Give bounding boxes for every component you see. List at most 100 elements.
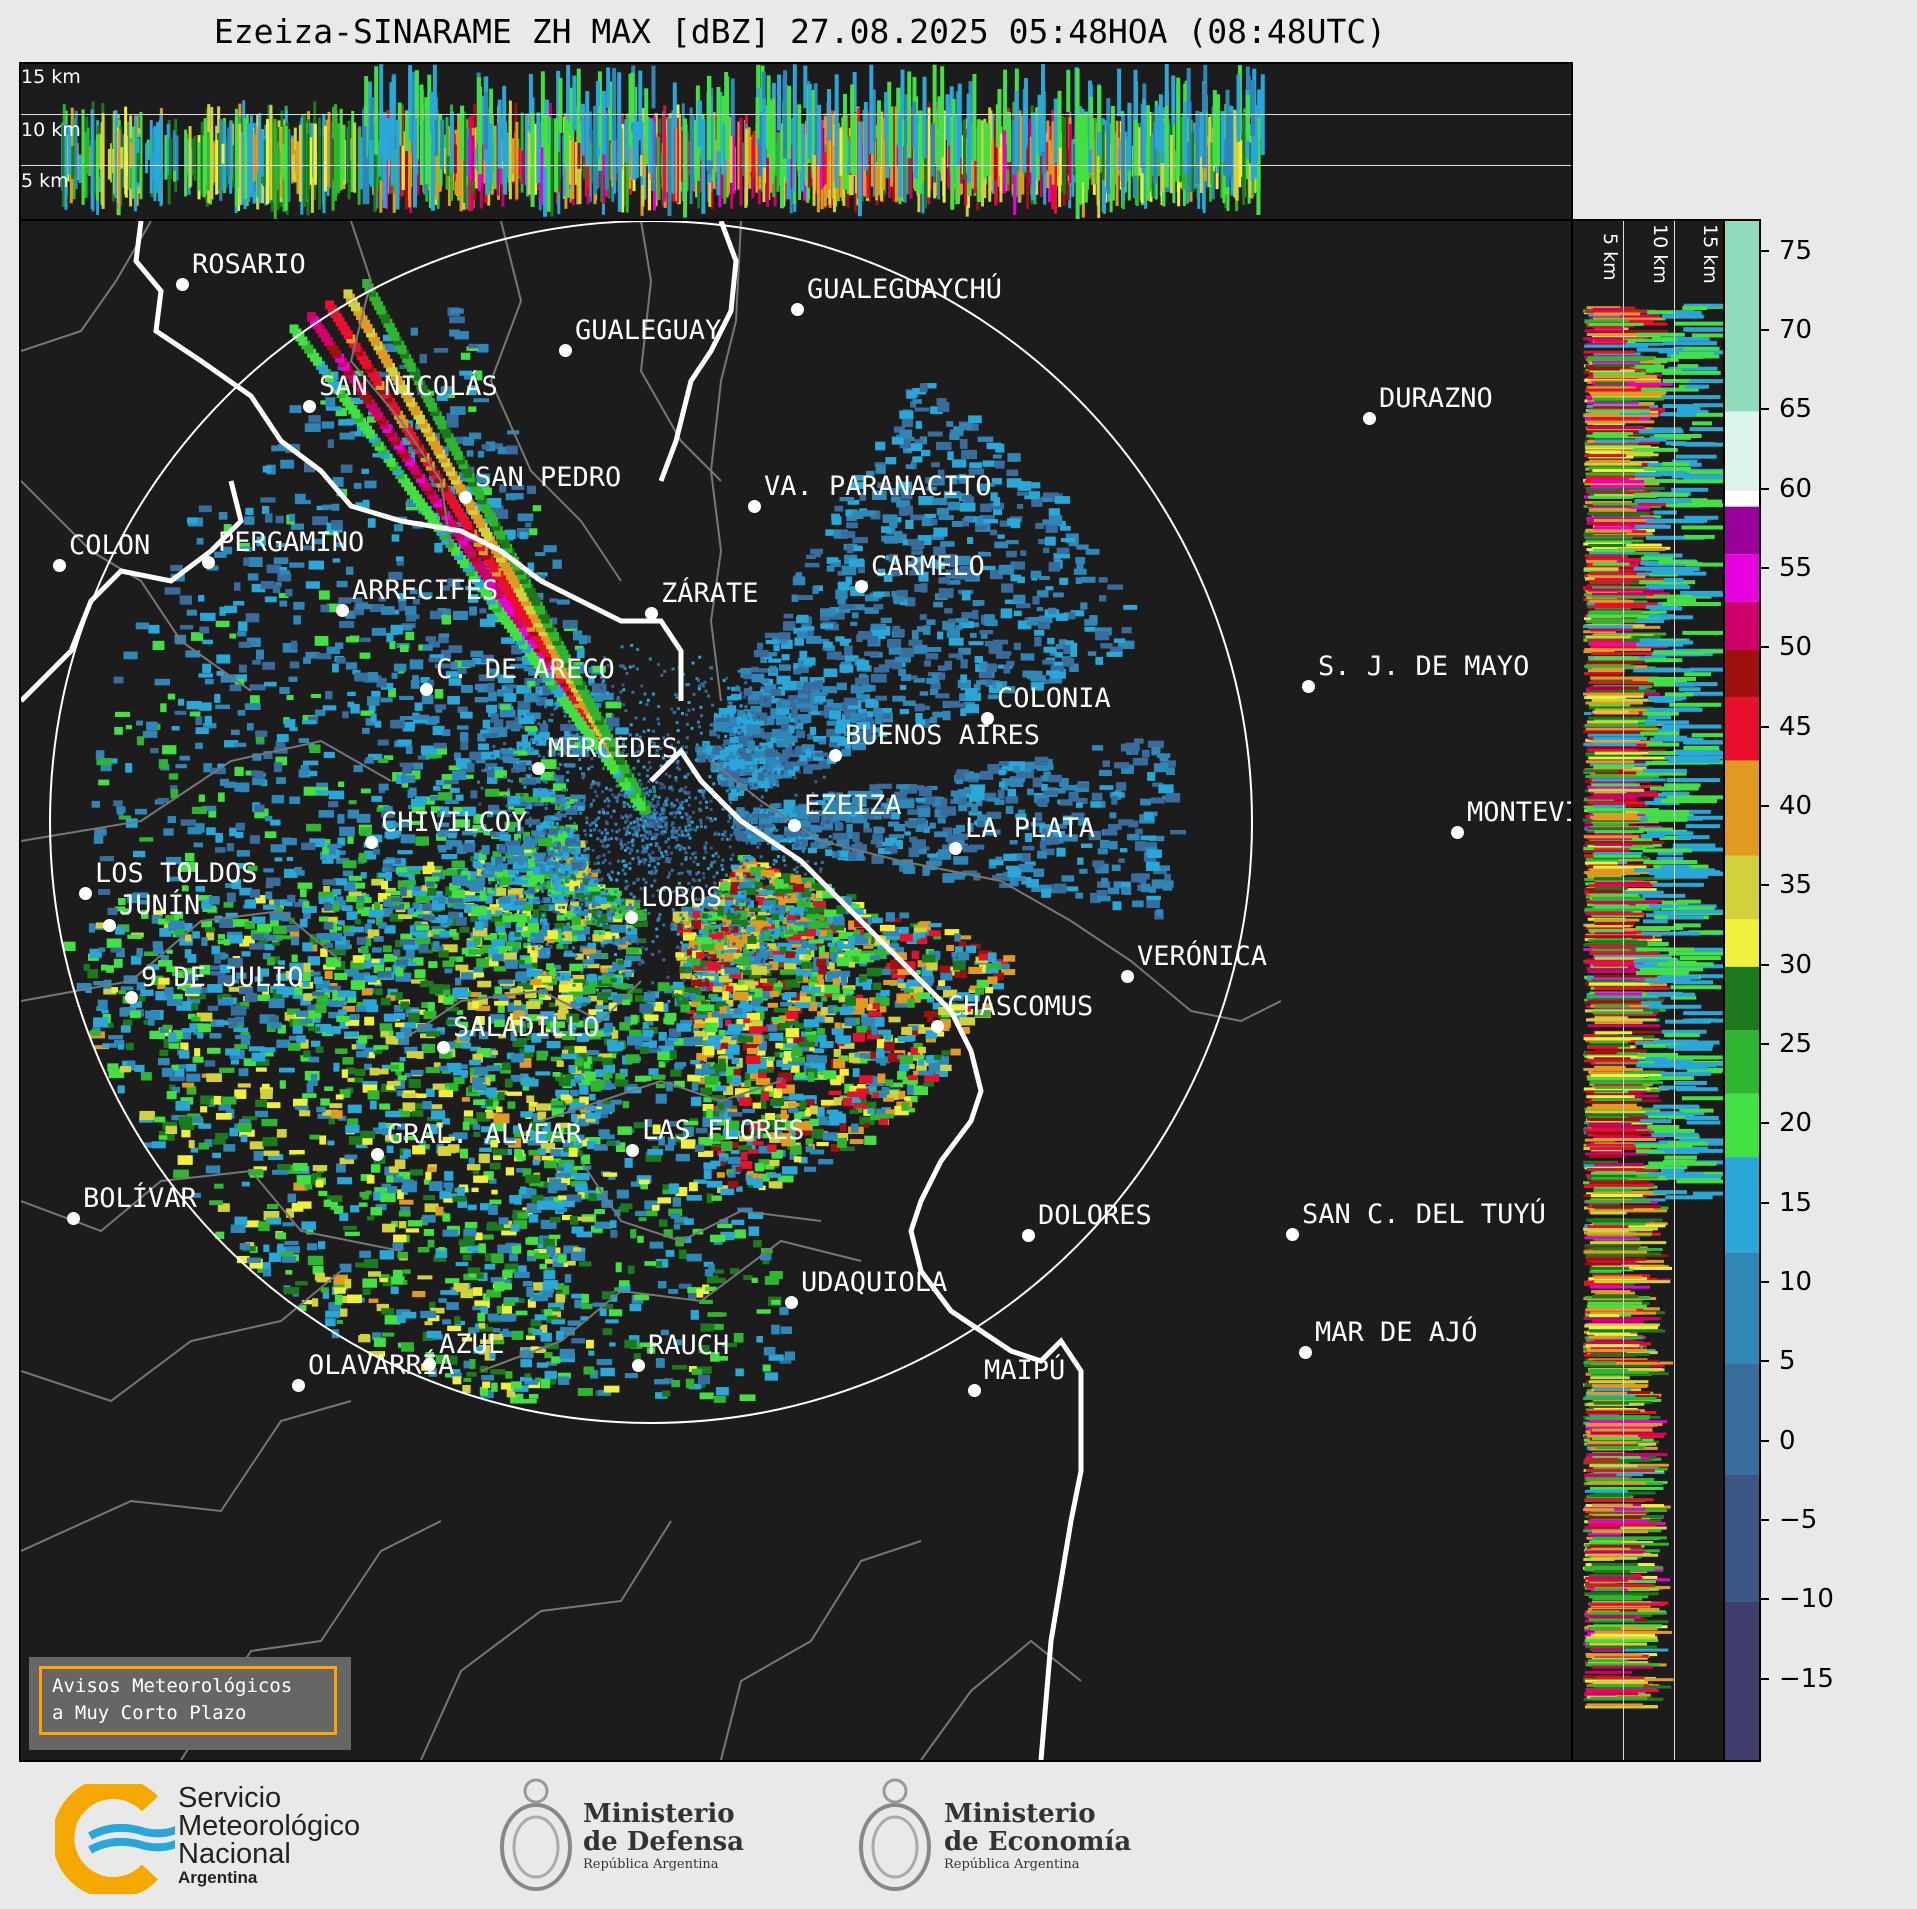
echo-cell bbox=[425, 1066, 440, 1074]
radar-map[interactable]: ROSARIO GUALEGUAYCHÚ GUALEGUAY SAN NICOLÁS D… bbox=[19, 219, 1573, 1762]
echo-cell bbox=[343, 1225, 357, 1231]
echo-cell bbox=[600, 897, 607, 904]
echo-cell bbox=[498, 933, 508, 943]
echo-cell bbox=[1031, 497, 1043, 507]
echo-cell bbox=[759, 766, 774, 776]
echo-cell bbox=[328, 1118, 336, 1125]
cross-section-cell bbox=[266, 119, 270, 205]
echo-cell bbox=[298, 1304, 307, 1312]
echo-cell bbox=[851, 743, 866, 751]
echo-cell bbox=[791, 594, 799, 603]
echo-cell bbox=[524, 989, 537, 999]
echo-cell bbox=[127, 1060, 136, 1070]
cross-section-cell bbox=[433, 97, 438, 156]
cross-section-cell bbox=[1235, 133, 1239, 201]
echo-cell bbox=[537, 975, 552, 983]
echo-cell bbox=[177, 1155, 193, 1165]
echo-cell bbox=[120, 1025, 131, 1033]
echo-cell bbox=[258, 1262, 271, 1272]
cross-section-cell bbox=[940, 66, 945, 157]
echo-cell bbox=[893, 426, 905, 433]
echo-cell bbox=[926, 860, 942, 866]
echo-cell bbox=[413, 931, 429, 937]
echo-cell bbox=[796, 703, 813, 708]
echo-cell bbox=[582, 959, 595, 965]
echo-cell bbox=[369, 1067, 380, 1076]
echo-cell bbox=[1113, 638, 1126, 643]
echo-cell bbox=[912, 456, 923, 463]
echo-cell bbox=[549, 1311, 562, 1318]
echo-cell bbox=[528, 1214, 539, 1223]
cross-section-cell bbox=[284, 125, 288, 211]
echo-cell bbox=[793, 748, 801, 758]
echo-cell bbox=[467, 1204, 477, 1211]
echo-cell bbox=[529, 1130, 542, 1141]
echo-cell bbox=[915, 713, 923, 722]
echo-cell bbox=[1038, 798, 1048, 807]
echo-cell bbox=[871, 490, 887, 501]
echo-cell bbox=[1045, 523, 1058, 533]
echo-cell bbox=[181, 1129, 191, 1138]
cross-section-cell bbox=[238, 123, 242, 206]
echo-cell bbox=[468, 949, 484, 955]
echo-cell bbox=[381, 1332, 395, 1337]
echo-cell bbox=[240, 1032, 250, 1037]
cross-section-cell bbox=[762, 98, 767, 168]
cross-section-cell bbox=[942, 125, 946, 197]
echo-cell bbox=[632, 921, 648, 927]
echo-cell bbox=[972, 609, 979, 620]
echo-cell bbox=[794, 719, 804, 730]
echo-cell bbox=[401, 890, 413, 898]
echo-cell bbox=[1044, 536, 1056, 546]
echo-cell bbox=[852, 832, 860, 842]
echo-cell bbox=[289, 1149, 305, 1155]
cross-section-cell bbox=[903, 121, 907, 203]
cross-section-cell bbox=[803, 65, 808, 109]
echo-cell bbox=[1049, 674, 1062, 684]
cross-section-cell bbox=[660, 153, 664, 179]
echo-cell bbox=[1121, 627, 1132, 634]
echo-cell bbox=[775, 729, 788, 740]
echo-cell bbox=[472, 1053, 483, 1063]
echo-cell bbox=[449, 1355, 458, 1365]
echo-cell bbox=[603, 887, 619, 894]
echo-cell bbox=[447, 1325, 462, 1332]
echo-cell bbox=[1001, 785, 1008, 791]
echo-cell bbox=[537, 1181, 552, 1188]
echo-cell bbox=[844, 655, 859, 662]
echo-cell bbox=[1014, 777, 1025, 783]
echo-cell bbox=[509, 1195, 522, 1204]
echo-cell bbox=[507, 1101, 516, 1109]
cross-section-cell bbox=[813, 83, 818, 155]
echo-cell bbox=[946, 421, 954, 427]
echo-cell bbox=[1154, 865, 1171, 871]
echo-cell bbox=[1032, 595, 1040, 605]
cross-section-cell bbox=[1080, 114, 1085, 183]
echo-cell bbox=[1109, 812, 1117, 819]
cross-section-cell bbox=[1145, 105, 1150, 201]
echo-cell bbox=[850, 685, 865, 694]
echo-cell bbox=[441, 1118, 451, 1125]
echo-cell bbox=[412, 957, 424, 966]
echo-cell bbox=[1068, 540, 1079, 547]
echo-cell bbox=[1120, 881, 1131, 890]
echo-cell bbox=[468, 1157, 475, 1167]
echo-cell bbox=[546, 1315, 558, 1323]
echo-cell bbox=[383, 953, 398, 962]
echo-cell bbox=[870, 629, 886, 639]
cross-section-cell bbox=[318, 117, 322, 210]
echo-cell bbox=[527, 1299, 536, 1308]
cross-section-cell bbox=[540, 127, 544, 205]
echo-cell bbox=[476, 1016, 485, 1025]
echo-cell bbox=[300, 1055, 311, 1062]
echo-cell bbox=[436, 1122, 443, 1128]
echo-cell bbox=[88, 923, 96, 933]
echo-cell bbox=[899, 410, 914, 419]
echo-cell bbox=[999, 883, 1011, 888]
echo-cell bbox=[915, 556, 923, 563]
echo-cell bbox=[563, 1245, 579, 1254]
echo-cell bbox=[873, 826, 883, 834]
echo-cell bbox=[1016, 491, 1030, 496]
echo-cell bbox=[597, 1053, 613, 1061]
echo-cell bbox=[535, 1103, 552, 1111]
